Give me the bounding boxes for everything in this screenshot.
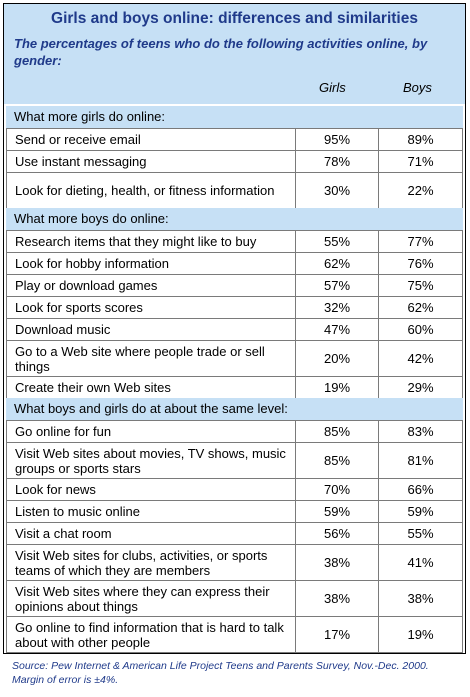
row-label: Visit Web sites for clubs, activities, o… bbox=[6, 544, 296, 581]
table-subtitle: The percentages of teens who do the foll… bbox=[14, 36, 428, 68]
table-row: Look for news 70% 66% bbox=[6, 478, 463, 501]
boys-value: 38% bbox=[378, 580, 463, 617]
table-row: Research items that they might like to b… bbox=[6, 230, 463, 253]
boys-value: 83% bbox=[378, 420, 463, 443]
row-label: Look for hobby information bbox=[6, 252, 296, 275]
row-label: Listen to music online bbox=[6, 500, 296, 523]
boys-value: 66% bbox=[378, 478, 463, 501]
girls-value: 17% bbox=[295, 616, 379, 653]
girls-value: 78% bbox=[295, 150, 379, 173]
girls-value: 59% bbox=[295, 500, 379, 523]
row-label: Look for sports scores bbox=[6, 296, 296, 319]
table-row: Send or receive email 95% 89% bbox=[6, 128, 463, 151]
girls-value: 20% bbox=[295, 340, 379, 377]
girls-value: 85% bbox=[295, 442, 379, 479]
table-row: Look for sports scores 32% 62% bbox=[6, 296, 463, 319]
boys-value: 75% bbox=[378, 274, 463, 297]
girls-value: 55% bbox=[295, 230, 379, 253]
row-label: Visit Web sites about movies, TV shows, … bbox=[6, 442, 296, 479]
column-header-girls: Girls bbox=[319, 80, 346, 95]
source-note: Source: Pew Internet & American Life Pro… bbox=[12, 660, 429, 686]
section-heading: What more boys do online: bbox=[6, 208, 463, 230]
boys-value: 60% bbox=[378, 318, 463, 341]
girls-value: 56% bbox=[295, 522, 379, 545]
row-label: Download music bbox=[6, 318, 296, 341]
boys-value: 89% bbox=[378, 128, 463, 151]
table-row: Go online for fun 85% 83% bbox=[6, 420, 463, 443]
girls-value: 19% bbox=[295, 376, 379, 399]
row-label: Go to a Web site where people trade or s… bbox=[6, 340, 296, 377]
table-row: Look for hobby information 62% 76% bbox=[6, 252, 463, 275]
boys-value: 76% bbox=[378, 252, 463, 275]
row-label: Play or download games bbox=[6, 274, 296, 297]
table-row: Visit a chat room 56% 55% bbox=[6, 522, 463, 545]
section-heading: What boys and girls do at about the same… bbox=[6, 398, 463, 420]
girls-value: 38% bbox=[295, 544, 379, 581]
girls-value: 38% bbox=[295, 580, 379, 617]
girls-value: 95% bbox=[295, 128, 379, 151]
row-label: Go online to find information that is ha… bbox=[6, 616, 296, 653]
row-label: Look for news bbox=[6, 478, 296, 501]
table-row: Go to a Web site where people trade or s… bbox=[6, 340, 463, 377]
girls-value: 30% bbox=[295, 172, 379, 209]
boys-value: 59% bbox=[378, 500, 463, 523]
table-row: Create their own Web sites 19% 29% bbox=[6, 376, 463, 399]
row-label: Visit a chat room bbox=[6, 522, 296, 545]
row-label: Go online for fun bbox=[6, 420, 296, 443]
row-label: Create their own Web sites bbox=[6, 376, 296, 399]
row-label: Visit Web sites where they can express t… bbox=[6, 580, 296, 617]
boys-value: 55% bbox=[378, 522, 463, 545]
girls-value: 85% bbox=[295, 420, 379, 443]
boys-value: 71% bbox=[378, 150, 463, 173]
table-frame: Girls and boys online: differences and s… bbox=[3, 3, 466, 654]
boys-value: 62% bbox=[378, 296, 463, 319]
girls-value: 57% bbox=[295, 274, 379, 297]
row-label: Research items that they might like to b… bbox=[6, 230, 296, 253]
column-header-boys: Boys bbox=[403, 80, 432, 95]
table-row: Look for dieting, health, or fitness inf… bbox=[6, 172, 463, 209]
girls-value: 62% bbox=[295, 252, 379, 275]
boys-value: 77% bbox=[378, 230, 463, 253]
table-row: Use instant messaging 78% 71% bbox=[6, 150, 463, 173]
girls-value: 32% bbox=[295, 296, 379, 319]
table-row: Visit Web sites about movies, TV shows, … bbox=[6, 442, 463, 479]
row-label: Send or receive email bbox=[6, 128, 296, 151]
table-header: Girls and boys online: differences and s… bbox=[4, 4, 465, 104]
boys-value: 81% bbox=[378, 442, 463, 479]
table-title: Girls and boys online: differences and s… bbox=[51, 10, 418, 27]
table-row: Listen to music online 59% 59% bbox=[6, 500, 463, 523]
table-row: Play or download games 57% 75% bbox=[6, 274, 463, 297]
girls-value: 70% bbox=[295, 478, 379, 501]
boys-value: 19% bbox=[378, 616, 463, 653]
boys-value: 41% bbox=[378, 544, 463, 581]
table-row: Download music 47% 60% bbox=[6, 318, 463, 341]
table-row: Go online to find information that is ha… bbox=[6, 616, 463, 653]
table-row: Visit Web sites where they can express t… bbox=[6, 580, 463, 617]
girls-value: 47% bbox=[295, 318, 379, 341]
boys-value: 22% bbox=[378, 172, 463, 209]
row-label: Look for dieting, health, or fitness inf… bbox=[6, 172, 296, 209]
boys-value: 42% bbox=[378, 340, 463, 377]
table-row: Visit Web sites for clubs, activities, o… bbox=[6, 544, 463, 581]
boys-value: 29% bbox=[378, 376, 463, 399]
section-heading: What more girls do online: bbox=[6, 106, 463, 128]
row-label: Use instant messaging bbox=[6, 150, 296, 173]
